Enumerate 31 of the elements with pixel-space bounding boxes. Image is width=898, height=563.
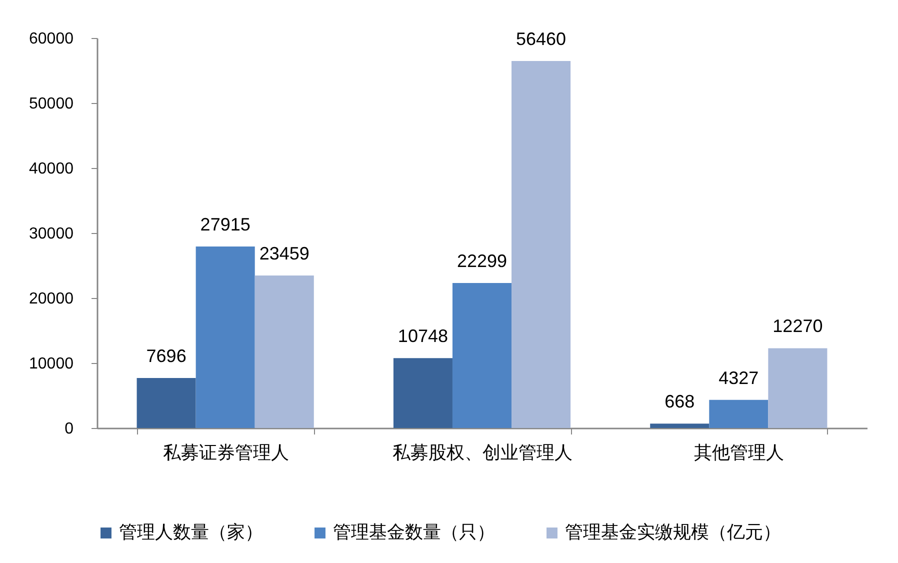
y-tick-label: 40000 [29,160,74,178]
bar [650,424,710,428]
bar [393,358,452,428]
data-label: 7696 [146,346,186,366]
bar [196,246,255,428]
bar [709,400,768,428]
legend-label: 管理基金实缴规模（亿元） [565,522,781,542]
y-tick-label: 60000 [29,30,74,48]
data-label: 668 [664,392,695,412]
y-tick-label: 30000 [29,226,74,242]
y-tick-label: 10000 [29,356,74,372]
x-tick-label: 其他管理人 [694,442,784,462]
y-tick-label: 50000 [29,96,74,112]
data-label: 10748 [398,326,448,346]
data-label: 23459 [259,244,310,264]
legend-label: 管理人数量（家） [119,522,263,542]
data-label: 12270 [772,316,823,336]
data-label: 56460 [516,29,566,50]
data-label: 27915 [200,214,250,235]
bar [136,378,196,428]
bar [512,61,571,428]
bar [254,276,314,428]
data-label: 4327 [718,368,759,388]
x-tick-label: 私募证券管理人 [162,442,289,462]
bar [768,348,828,428]
bar [452,283,512,428]
data-label: 22299 [456,251,508,272]
y-tick-label: 20000 [29,290,74,308]
y-tick-label: 0 [64,420,74,438]
legend-label: 管理基金数量（只） [333,522,495,542]
x-tick-label: 私募股权、创业管理人 [392,442,572,462]
